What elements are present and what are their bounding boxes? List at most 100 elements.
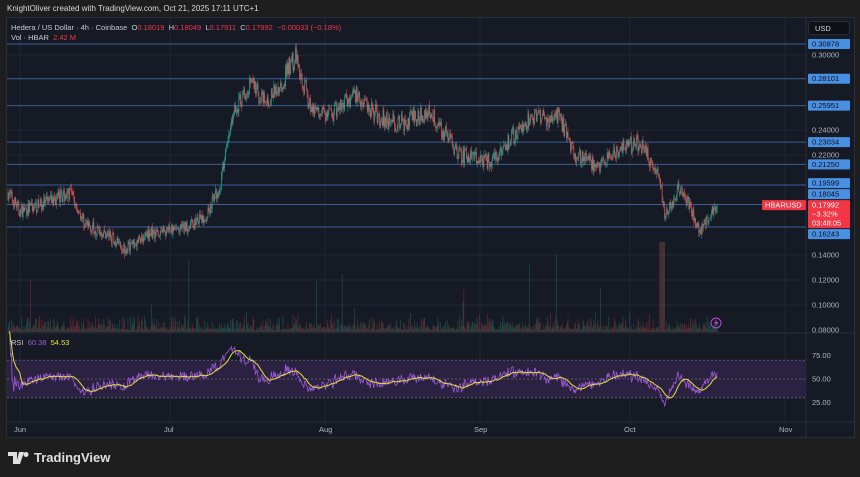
volume-bar [324, 327, 326, 332]
volume-bar [157, 329, 159, 332]
candle-body [162, 227, 164, 233]
volume-bar [705, 322, 706, 332]
candle-body [222, 162, 224, 172]
volume-bar [114, 323, 116, 332]
candle-body [296, 54, 298, 62]
candle-body [368, 105, 370, 112]
volume-bar [55, 327, 56, 332]
volume-bar [505, 323, 507, 332]
candle-body [225, 149, 226, 162]
candle-body [627, 141, 629, 145]
candle-body [518, 126, 520, 130]
volume-bar [401, 329, 403, 332]
candle-body [118, 242, 120, 244]
volume-bar [388, 324, 390, 332]
volume-bar [60, 327, 62, 332]
volume-bar [124, 321, 126, 332]
candle-body [457, 158, 459, 160]
volume-bar [491, 318, 493, 332]
candle-body [302, 86, 304, 88]
candle-body [565, 123, 567, 139]
level-price-label: 0.18045 [812, 190, 839, 199]
candle-body [270, 88, 272, 103]
candle-body [294, 63, 296, 69]
candle-body [359, 91, 361, 102]
candle-body [462, 150, 464, 162]
volume-bar [89, 322, 91, 332]
volume-bar [25, 329, 26, 332]
volume-bar [30, 280, 31, 332]
volume-bar [589, 325, 591, 332]
candle-body [285, 65, 286, 87]
volume-bar [692, 318, 694, 332]
candle-body [229, 133, 231, 134]
volume-bar [483, 325, 485, 332]
volume-bar [112, 325, 114, 332]
price-tick-label: 0.24000 [812, 126, 839, 135]
candle-body [311, 107, 313, 113]
candle-body [716, 206, 718, 211]
volume-bar [650, 329, 651, 332]
candle-body [230, 126, 231, 134]
volume-bar [530, 329, 532, 332]
price-tick-label: 0.10000 [812, 301, 839, 310]
volume-bar [642, 321, 644, 332]
candle-body [489, 161, 491, 167]
candle-body [56, 195, 58, 197]
volume-bar [233, 323, 235, 332]
volume-bar [51, 326, 53, 332]
candle-body [435, 126, 436, 128]
candle-body [262, 91, 264, 103]
candle-body [230, 119, 232, 127]
candle-body [217, 194, 219, 197]
candle-body [319, 113, 321, 118]
candle-body [72, 191, 74, 195]
event-lightning-icon[interactable] [710, 317, 722, 329]
candle-body [20, 209, 21, 217]
candle-body [348, 98, 350, 100]
candle-body [545, 117, 547, 127]
candle-body [166, 228, 168, 230]
volume-bar [575, 328, 577, 332]
candle-body [455, 143, 456, 148]
candle-body [310, 107, 312, 112]
volume-bar [147, 328, 149, 332]
candle-body [609, 151, 611, 157]
volume-bar [641, 326, 643, 332]
candle-body [134, 243, 136, 249]
volume-bar [574, 325, 576, 332]
currency-button[interactable]: USD [808, 21, 850, 35]
volume-bar [663, 242, 665, 332]
candle-body [132, 239, 134, 244]
candle-body [67, 188, 69, 190]
volume-bar [28, 328, 30, 332]
volume-bar [93, 327, 95, 332]
candle-body [186, 222, 188, 233]
volume-bar [90, 324, 92, 332]
volume-bar [484, 324, 486, 332]
volume-bar [165, 327, 166, 332]
volume-bar [604, 329, 606, 332]
candle-body [326, 113, 328, 118]
candle-body [695, 218, 696, 227]
candle-body [453, 145, 455, 155]
volume-bar [500, 322, 501, 332]
volume-bar [345, 326, 347, 332]
volume-bar [550, 313, 551, 332]
volume-bar [395, 325, 396, 332]
candle-body [607, 153, 609, 159]
candle-body [81, 216, 83, 218]
volume-bar [245, 329, 246, 332]
candle-body [519, 124, 521, 130]
volume-bar [214, 326, 216, 332]
volume-bar [315, 280, 317, 332]
volume-bar [635, 326, 637, 332]
candle-body [645, 144, 647, 156]
candle-body [694, 218, 696, 222]
volume-bar [154, 322, 156, 332]
candle-body [443, 129, 445, 140]
candle-body [297, 54, 299, 67]
candle-body [501, 150, 503, 156]
candle-body [49, 198, 51, 201]
